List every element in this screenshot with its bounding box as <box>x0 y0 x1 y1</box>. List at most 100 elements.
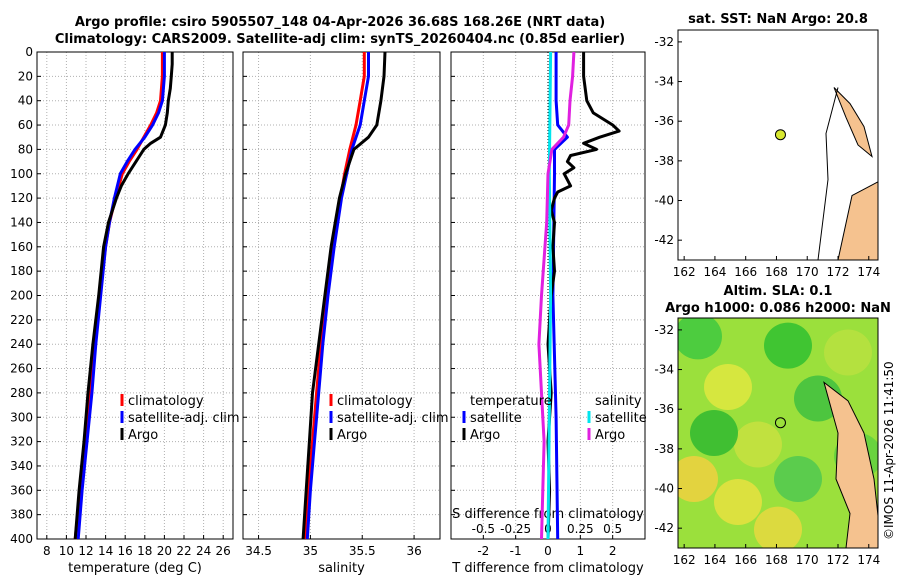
sla-lon-tick-label: 168 <box>765 553 788 567</box>
depth-tick-label: 120 <box>10 191 33 205</box>
depth-tick-label: 140 <box>10 215 33 229</box>
difference-top-tick-label: 0.5 <box>603 522 622 536</box>
salinity-legend-label: satellite-adj. clim <box>337 411 449 426</box>
salinity-xtick-label: 35.5 <box>349 544 376 558</box>
difference-legend-left-label: temperature <box>470 394 552 409</box>
difference-xlabel: T difference from climatology <box>451 561 644 576</box>
sla-blob <box>734 421 782 468</box>
depth-tick-label: 220 <box>10 313 33 327</box>
difference-xtick-label: 2 <box>609 544 617 558</box>
difference-legend-right-label: Argo <box>595 428 625 443</box>
sla-lon-tick-label: 172 <box>827 553 850 567</box>
sla-lon-tick-label: 164 <box>703 553 726 567</box>
temperature-xtick-label: 8 <box>43 544 51 558</box>
salinity-series-satellite-adj--clim <box>305 52 370 540</box>
temperature-series-satellite-adj--clim <box>76 52 166 540</box>
sst-map-frame <box>677 29 879 261</box>
difference-xtick-label: 0 <box>544 544 552 558</box>
salinity-series-argo <box>301 51 387 540</box>
figure-title-line2: Climatology: CARS2009. Satellite-adj cli… <box>54 32 626 47</box>
sst-lon-tick-label: 162 <box>673 265 696 279</box>
sla-blob <box>704 364 752 410</box>
salinity-axes-frame <box>242 51 441 540</box>
difference-top-tick-label: -0.25 <box>500 522 531 536</box>
difference-legend-left-label: Argo <box>470 428 500 443</box>
sst-lon-tick-label: 166 <box>734 265 757 279</box>
figure-title-line1: Argo profile: csiro 5905507_148 04-Apr-2… <box>74 15 606 30</box>
temperature-xlabel: temperature (deg C) <box>68 561 202 576</box>
salinity-xtick-label: 34.5 <box>245 544 272 558</box>
depth-tick-label: 0 <box>25 45 33 59</box>
depth-tick-label: 180 <box>10 264 33 278</box>
difference-xtick-label: -1 <box>510 544 522 558</box>
temperature-xtick-label: 20 <box>157 544 172 558</box>
sla-map-title-line2: Argo h1000: 0.086 h2000: NaN <box>665 301 891 316</box>
sla-lat-tick-label: -42 <box>654 521 674 535</box>
sla-map-frame <box>677 317 879 549</box>
sla-land <box>823 381 878 548</box>
difference-top-tick-label: 0.25 <box>567 522 594 536</box>
difference-legend-right-label: salinity <box>595 394 642 409</box>
difference-xtick-label: 1 <box>577 544 585 558</box>
sst-lat-tick-label: -32 <box>654 35 674 49</box>
sla-lat-tick-label: -32 <box>654 323 674 337</box>
salinity-legend-label: Argo <box>337 428 367 443</box>
difference-xtick-label: -2 <box>477 544 489 558</box>
sla-argo-location-marker <box>774 417 786 429</box>
depth-tick-label: 100 <box>10 167 33 181</box>
depth-tick-label: 20 <box>18 69 33 83</box>
temperature-xtick-label: 22 <box>176 544 191 558</box>
sla-map-title-line1: Altim. SLA: 0.1 <box>724 284 833 299</box>
sla-lon-tick-label: 170 <box>796 553 819 567</box>
sla-blob <box>678 318 722 360</box>
difference-series-s-argo <box>537 51 576 540</box>
depth-tick-label: 300 <box>10 410 33 424</box>
sst-lon-tick-label: 174 <box>857 265 880 279</box>
sla-lat-tick-label: -34 <box>654 363 674 377</box>
difference-series-s-satellite <box>546 51 553 540</box>
sst-lat-tick-label: -42 <box>654 233 674 247</box>
depth-tick-label: 280 <box>10 386 33 400</box>
temperature-xtick-label: 24 <box>196 544 211 558</box>
sla-blob <box>764 322 812 369</box>
temperature-xtick-label: 14 <box>98 544 113 558</box>
temperature-xtick-label: 26 <box>216 544 231 558</box>
copyright-credit: ©IMOS 11-Apr-2026 11:41:50 <box>882 361 896 540</box>
salinity-xtick-label: 36 <box>406 544 421 558</box>
sst-map: 162 164 166 168 170 172 174 -32 -34 -36 -38 -40 -42 <box>654 29 880 279</box>
sst-background <box>678 30 878 260</box>
difference-top-tick-label: -0.5 <box>472 522 495 536</box>
sla-blob <box>774 456 822 502</box>
temperature-legend-label: Argo <box>128 428 158 443</box>
depth-tick-label: 200 <box>10 289 33 303</box>
sla-lon-tick-label: 162 <box>673 553 696 567</box>
temperature-xtick-label: 10 <box>59 544 74 558</box>
depth-tick-label: 320 <box>10 435 33 449</box>
depth-tick-label: 80 <box>18 142 33 156</box>
sla-blob <box>714 479 762 525</box>
salinity-xlabel: salinity <box>318 561 365 576</box>
difference-series-t-satellite <box>551 52 569 540</box>
depth-tick-label: 380 <box>10 508 33 522</box>
salinity-series-climatology <box>303 52 366 540</box>
sst-lat-tick-label: -38 <box>654 154 674 168</box>
sla-field <box>678 318 878 548</box>
temperature-xtick-label: 12 <box>78 544 93 558</box>
difference-legend-left-label: satellite <box>470 411 522 426</box>
depth-tick-label: 60 <box>18 118 33 132</box>
sla-lon-tick-label: 174 <box>857 553 880 567</box>
temperature-legend-label: satellite-adj. clim <box>128 411 240 426</box>
sst-lat-tick-label: -36 <box>654 114 674 128</box>
temperature-panel: 8 10 12 14 16 18 20 22 24 26020406080100120140160… <box>10 45 240 576</box>
difference-legend-right-label: satellite <box>595 411 647 426</box>
depth-tick-label: 160 <box>10 240 33 254</box>
sla-lat-tick-label: -40 <box>654 482 674 496</box>
depth-tick-label: 400 <box>10 532 33 546</box>
temperature-series-argo <box>73 52 174 540</box>
salinity-xtick-label: 35 <box>303 544 318 558</box>
sla-map: 162 164 166 168 170 172 174 -32 -34 -36 -38 -40 -42 <box>654 317 880 567</box>
depth-tick-label: 260 <box>10 362 33 376</box>
temperature-legend-label: climatology <box>128 394 204 409</box>
